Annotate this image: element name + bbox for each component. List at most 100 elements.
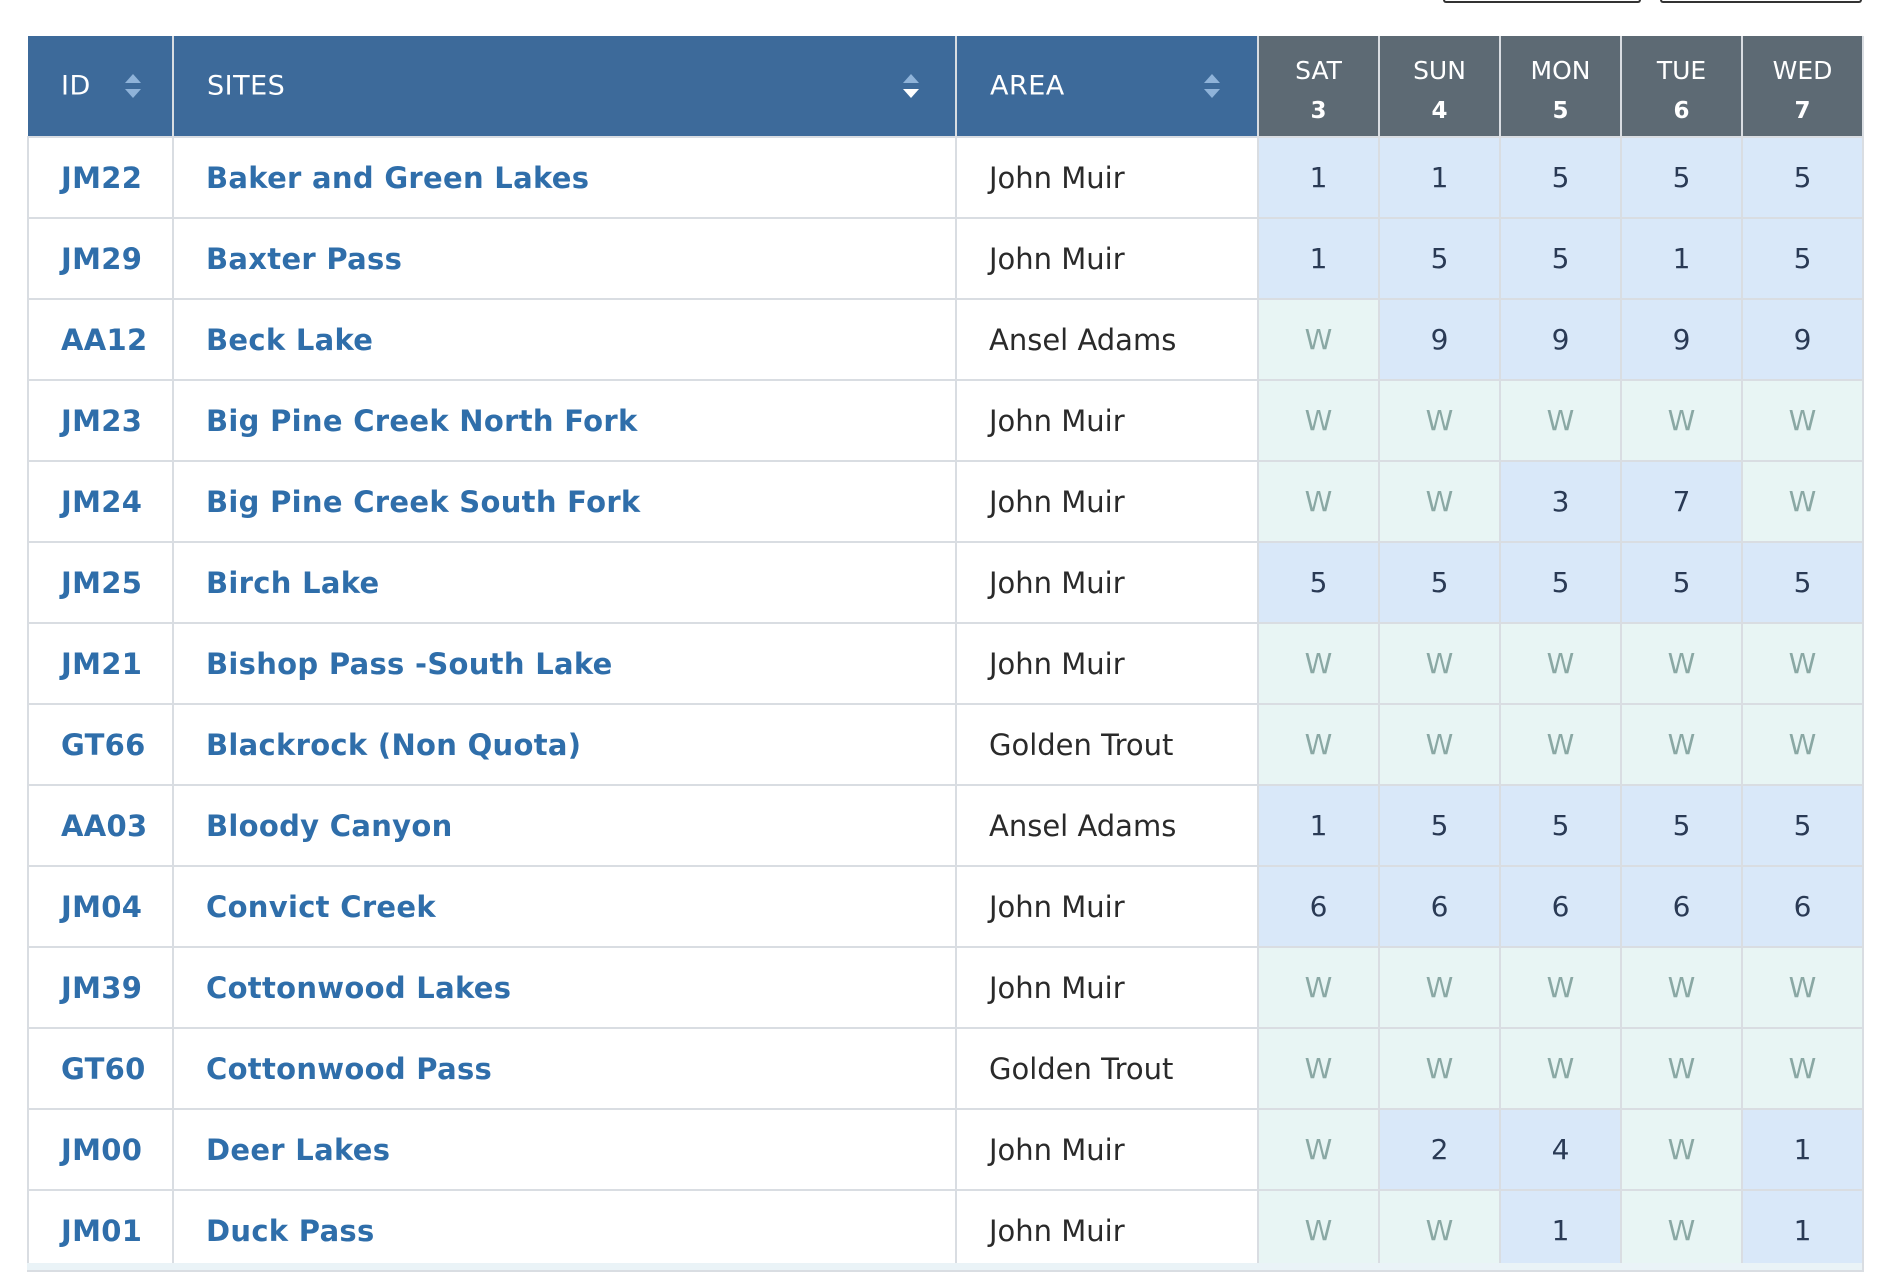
waitlist-cell[interactable]: W [1378, 703, 1501, 786]
column-header-area[interactable]: AREA [956, 36, 1259, 137]
site-id-link[interactable]: AA03 [27, 784, 174, 867]
site-id-link[interactable]: JM21 [27, 622, 174, 705]
waitlist-cell[interactable]: W [1741, 946, 1864, 1029]
availability-cell[interactable]: 6 [1499, 865, 1622, 948]
availability-cell[interactable]: 9 [1499, 298, 1622, 381]
availability-cell[interactable]: 5 [1499, 217, 1622, 300]
site-id-link[interactable]: JM01 [27, 1189, 174, 1272]
waitlist-cell[interactable]: W [1378, 1027, 1501, 1110]
waitlist-cell[interactable]: W [1378, 946, 1501, 1029]
availability-cell[interactable]: 5 [1499, 136, 1622, 219]
waitlist-cell[interactable]: W [1741, 703, 1864, 786]
site-id-link[interactable]: JM25 [27, 541, 174, 624]
availability-cell[interactable]: 1 [1257, 136, 1380, 219]
column-header-id[interactable]: ID [28, 36, 174, 137]
availability-cell[interactable]: 6 [1378, 865, 1501, 948]
waitlist-cell[interactable]: W [1741, 379, 1864, 462]
availability-cell[interactable]: 9 [1741, 298, 1864, 381]
waitlist-cell[interactable]: W [1378, 1189, 1501, 1272]
waitlist-cell[interactable]: W [1499, 1027, 1622, 1110]
site-name-link[interactable]: Duck Pass [172, 1189, 957, 1272]
site-name-link[interactable]: Beck Lake [172, 298, 957, 381]
waitlist-cell[interactable]: W [1620, 1027, 1743, 1110]
waitlist-cell[interactable]: W [1741, 622, 1864, 705]
site-name-link[interactable]: Cottonwood Pass [172, 1027, 957, 1110]
waitlist-cell[interactable]: W [1257, 946, 1380, 1029]
availability-cell[interactable]: 3 [1499, 460, 1622, 543]
availability-cell[interactable]: 1 [1620, 217, 1743, 300]
site-name-link[interactable]: Bloody Canyon [172, 784, 957, 867]
site-name-link[interactable]: Blackrock (Non Quota) [172, 703, 957, 786]
waitlist-cell[interactable]: W [1620, 946, 1743, 1029]
availability-cell[interactable]: 5 [1378, 541, 1501, 624]
availability-cell[interactable]: 1 [1378, 136, 1501, 219]
site-id-link[interactable]: JM04 [27, 865, 174, 948]
sort-descending-icon[interactable] [901, 71, 921, 101]
waitlist-cell[interactable]: W [1257, 298, 1380, 381]
site-name-link[interactable]: Baxter Pass [172, 217, 957, 300]
availability-cell[interactable]: 9 [1378, 298, 1501, 381]
availability-cell[interactable]: 6 [1741, 865, 1864, 948]
sort-icon[interactable] [123, 71, 143, 101]
availability-cell[interactable]: 7 [1620, 460, 1743, 543]
site-id-link[interactable]: AA12 [27, 298, 174, 381]
availability-cell[interactable]: 1 [1257, 784, 1380, 867]
waitlist-cell[interactable]: W [1499, 622, 1622, 705]
sort-icon[interactable] [1202, 71, 1222, 101]
column-header-sites[interactable]: SITES [173, 36, 957, 137]
availability-cell[interactable]: 5 [1499, 784, 1622, 867]
site-id-link[interactable]: JM29 [27, 217, 174, 300]
waitlist-cell[interactable]: W [1257, 1108, 1380, 1191]
waitlist-cell[interactable]: W [1257, 622, 1380, 705]
site-id-link[interactable]: GT66 [27, 703, 174, 786]
availability-cell[interactable]: 4 [1499, 1108, 1622, 1191]
site-name-link[interactable]: Bishop Pass -South Lake [172, 622, 957, 705]
waitlist-cell[interactable]: W [1378, 622, 1501, 705]
site-name-link[interactable]: Baker and Green Lakes [172, 136, 957, 219]
site-name-link[interactable]: Big Pine Creek South Fork [172, 460, 957, 543]
site-id-link[interactable]: JM24 [27, 460, 174, 543]
waitlist-cell[interactable]: W [1257, 703, 1380, 786]
toolbar-button-right[interactable] [1660, 0, 1862, 3]
waitlist-cell[interactable]: W [1257, 460, 1380, 543]
availability-cell[interactable]: 5 [1741, 217, 1864, 300]
waitlist-cell[interactable]: W [1257, 1027, 1380, 1110]
waitlist-cell[interactable]: W [1620, 703, 1743, 786]
availability-cell[interactable]: 5 [1378, 784, 1501, 867]
toolbar-button-left[interactable] [1443, 0, 1641, 3]
waitlist-cell[interactable]: W [1620, 622, 1743, 705]
availability-cell[interactable]: 2 [1378, 1108, 1501, 1191]
waitlist-cell[interactable]: W [1741, 1027, 1864, 1110]
waitlist-cell[interactable]: W [1620, 379, 1743, 462]
waitlist-cell[interactable]: W [1257, 379, 1380, 462]
availability-cell[interactable]: 5 [1741, 784, 1864, 867]
availability-cell[interactable]: 6 [1257, 865, 1380, 948]
availability-cell[interactable]: 5 [1620, 784, 1743, 867]
availability-cell[interactable]: 5 [1741, 136, 1864, 219]
availability-cell[interactable]: 1 [1741, 1189, 1864, 1272]
waitlist-cell[interactable]: W [1620, 1108, 1743, 1191]
availability-cell[interactable]: 5 [1499, 541, 1622, 624]
waitlist-cell[interactable]: W [1378, 460, 1501, 543]
availability-cell[interactable]: 1 [1499, 1189, 1622, 1272]
waitlist-cell[interactable]: W [1257, 1189, 1380, 1272]
availability-cell[interactable]: 9 [1620, 298, 1743, 381]
availability-cell[interactable]: 5 [1620, 136, 1743, 219]
site-id-link[interactable]: JM23 [27, 379, 174, 462]
waitlist-cell[interactable]: W [1741, 460, 1864, 543]
waitlist-cell[interactable]: W [1499, 703, 1622, 786]
availability-cell[interactable]: 1 [1257, 217, 1380, 300]
site-id-link[interactable]: JM39 [27, 946, 174, 1029]
waitlist-cell[interactable]: W [1620, 1189, 1743, 1272]
availability-cell[interactable]: 1 [1741, 1108, 1864, 1191]
waitlist-cell[interactable]: W [1378, 379, 1501, 462]
site-name-link[interactable]: Birch Lake [172, 541, 957, 624]
site-id-link[interactable]: JM00 [27, 1108, 174, 1191]
site-name-link[interactable]: Deer Lakes [172, 1108, 957, 1191]
availability-cell[interactable]: 5 [1620, 541, 1743, 624]
availability-cell[interactable]: 5 [1378, 217, 1501, 300]
waitlist-cell[interactable]: W [1499, 379, 1622, 462]
site-id-link[interactable]: GT60 [27, 1027, 174, 1110]
site-name-link[interactable]: Cottonwood Lakes [172, 946, 957, 1029]
availability-cell[interactable]: 5 [1741, 541, 1864, 624]
